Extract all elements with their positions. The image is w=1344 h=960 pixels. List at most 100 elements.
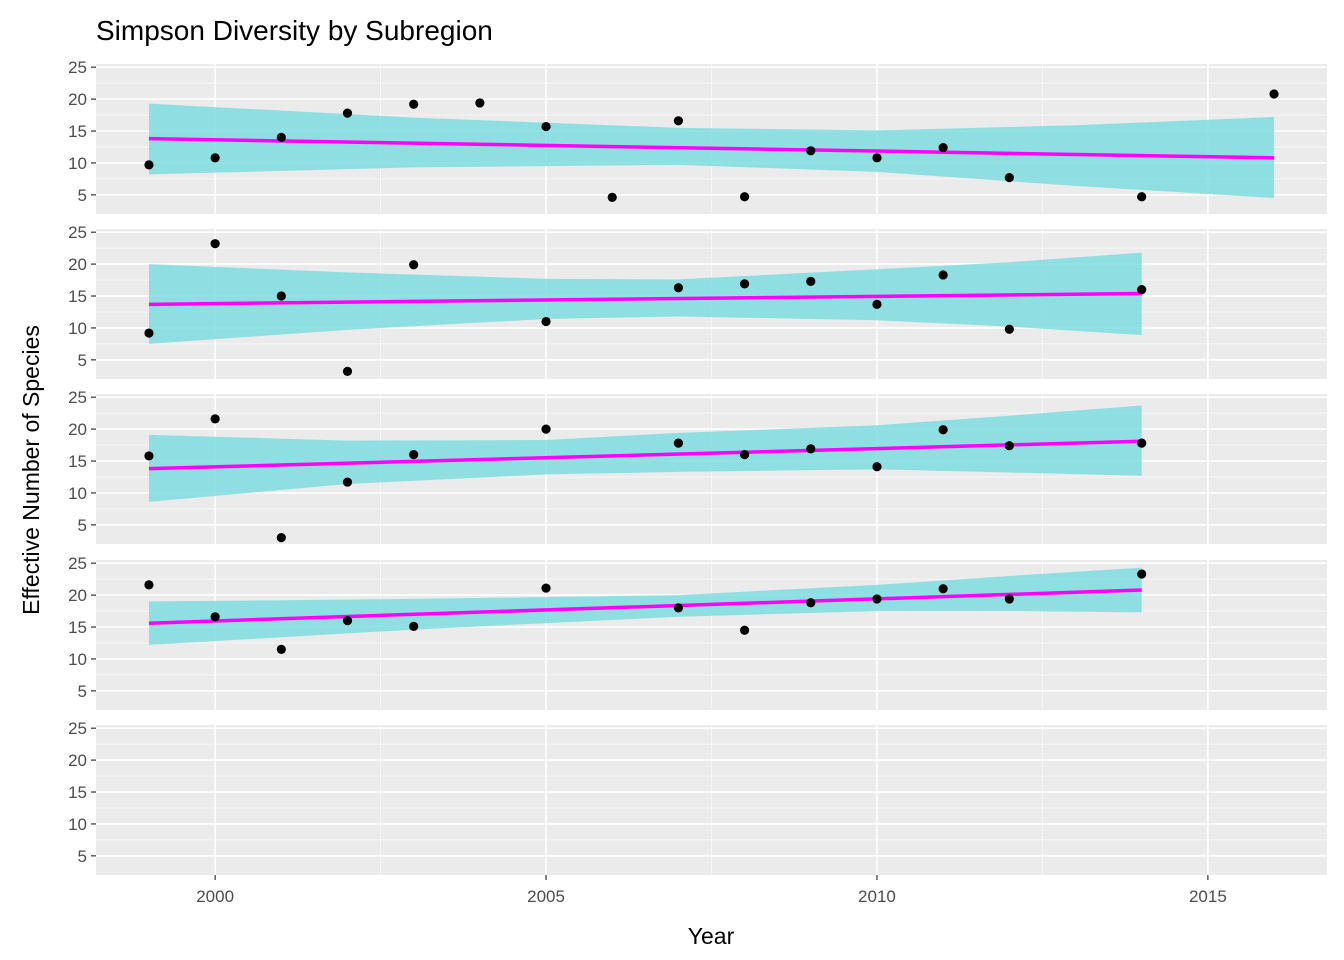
y-tick-label: 20 — [68, 90, 87, 109]
data-point — [342, 366, 353, 376]
data-point — [144, 328, 154, 338]
data-point — [739, 450, 750, 460]
data-point — [276, 644, 286, 654]
data-point — [342, 616, 353, 626]
data-point — [739, 192, 750, 202]
x-axis-title: Year — [688, 923, 735, 949]
data-point — [541, 583, 551, 593]
data-point — [806, 146, 816, 156]
data-point — [541, 424, 551, 434]
y-tick-label: 15 — [68, 783, 87, 802]
data-point — [144, 160, 154, 170]
data-point — [1004, 441, 1014, 451]
confidence-band — [148, 103, 1275, 199]
data-point — [475, 98, 485, 108]
data-point — [938, 425, 948, 435]
facet-panel: 5 10 15 20 25 — [68, 719, 1327, 875]
data-point — [938, 143, 948, 153]
x-tick-label: 2005 — [527, 887, 565, 906]
data-point — [872, 594, 882, 604]
data-point — [673, 283, 684, 293]
data-point — [673, 603, 684, 613]
y-tick-label: 5 — [78, 351, 87, 370]
y-axis-title: Effective Number of Species — [18, 325, 44, 615]
data-point — [673, 116, 684, 126]
facet-panel: 5 10 15 20 25 — [68, 554, 1327, 710]
data-point — [1004, 173, 1014, 183]
y-tick-label: 20 — [68, 751, 87, 770]
data-point — [276, 132, 286, 143]
y-tick-label: 10 — [68, 154, 87, 173]
y-tick-label: 5 — [78, 847, 87, 866]
data-point — [541, 121, 551, 132]
data-point — [144, 580, 154, 590]
facet-panel: 5 10 15 20 25 — [68, 58, 1327, 214]
y-tick-label: 15 — [68, 287, 87, 306]
y-tick-label: 15 — [68, 452, 87, 471]
facet-panels: 5 10 15 20 25 5 10 15 20 25 5 10 15 20 25 5 10 15 20 25 5 10 1… — [68, 58, 1327, 875]
y-tick-label: 5 — [78, 516, 87, 535]
y-tick-label: 10 — [68, 484, 87, 503]
data-point — [806, 276, 816, 286]
y-tick-label: 25 — [68, 554, 87, 573]
y-tick-label: 25 — [68, 58, 87, 77]
x-tick-label: 2000 — [196, 887, 234, 906]
x-tick-label: 2010 — [858, 887, 896, 906]
x-tick-label: 2015 — [1189, 887, 1227, 906]
data-point — [1269, 89, 1279, 99]
data-point — [739, 279, 750, 289]
y-tick-label: 25 — [68, 223, 87, 242]
data-point — [409, 621, 419, 631]
data-point — [210, 612, 220, 622]
data-point — [409, 260, 419, 270]
trend-line — [148, 439, 1142, 471]
y-tick-label: 5 — [78, 682, 87, 701]
y-tick-label: 25 — [68, 388, 87, 407]
data-point — [342, 477, 353, 487]
data-point — [276, 291, 286, 301]
data-point — [872, 299, 882, 309]
data-point — [673, 438, 684, 448]
data-point — [872, 462, 882, 472]
data-point — [1137, 569, 1147, 579]
data-point — [144, 451, 154, 461]
data-point — [210, 239, 220, 249]
trend-line — [148, 291, 1142, 307]
chart-title: Simpson Diversity by Subregion — [96, 15, 493, 46]
data-point — [541, 316, 551, 327]
data-point — [1004, 324, 1014, 334]
trend-line — [148, 588, 1142, 625]
y-tick-label: 10 — [68, 650, 87, 669]
y-tick-label: 20 — [68, 255, 87, 274]
data-point — [806, 598, 816, 608]
data-point — [1004, 594, 1014, 604]
y-tick-label: 20 — [68, 586, 87, 605]
y-tick-label: 15 — [68, 122, 87, 141]
data-point — [938, 584, 948, 594]
data-point — [1137, 192, 1147, 202]
data-point — [607, 192, 617, 203]
y-tick-label: 10 — [68, 815, 87, 834]
data-point — [872, 153, 882, 163]
trend-line — [148, 136, 1275, 160]
data-point — [409, 99, 419, 109]
data-point — [938, 270, 948, 280]
x-axis: 2000 2005 2010 2015 — [196, 875, 1227, 906]
data-point — [342, 108, 353, 118]
data-point — [806, 444, 816, 454]
y-tick-label: 5 — [78, 186, 87, 205]
facet-panel: 5 10 15 20 25 — [68, 223, 1327, 379]
y-tick-label: 15 — [68, 618, 87, 637]
data-point — [210, 414, 220, 424]
data-point — [1137, 438, 1147, 448]
data-point — [739, 625, 750, 635]
facet-panel: 5 10 15 20 25 — [68, 388, 1327, 544]
data-point — [210, 153, 220, 163]
data-point — [1137, 285, 1147, 295]
data-point — [409, 450, 419, 460]
y-tick-label: 25 — [68, 719, 87, 738]
data-point — [276, 533, 286, 543]
y-tick-label: 10 — [68, 319, 87, 338]
